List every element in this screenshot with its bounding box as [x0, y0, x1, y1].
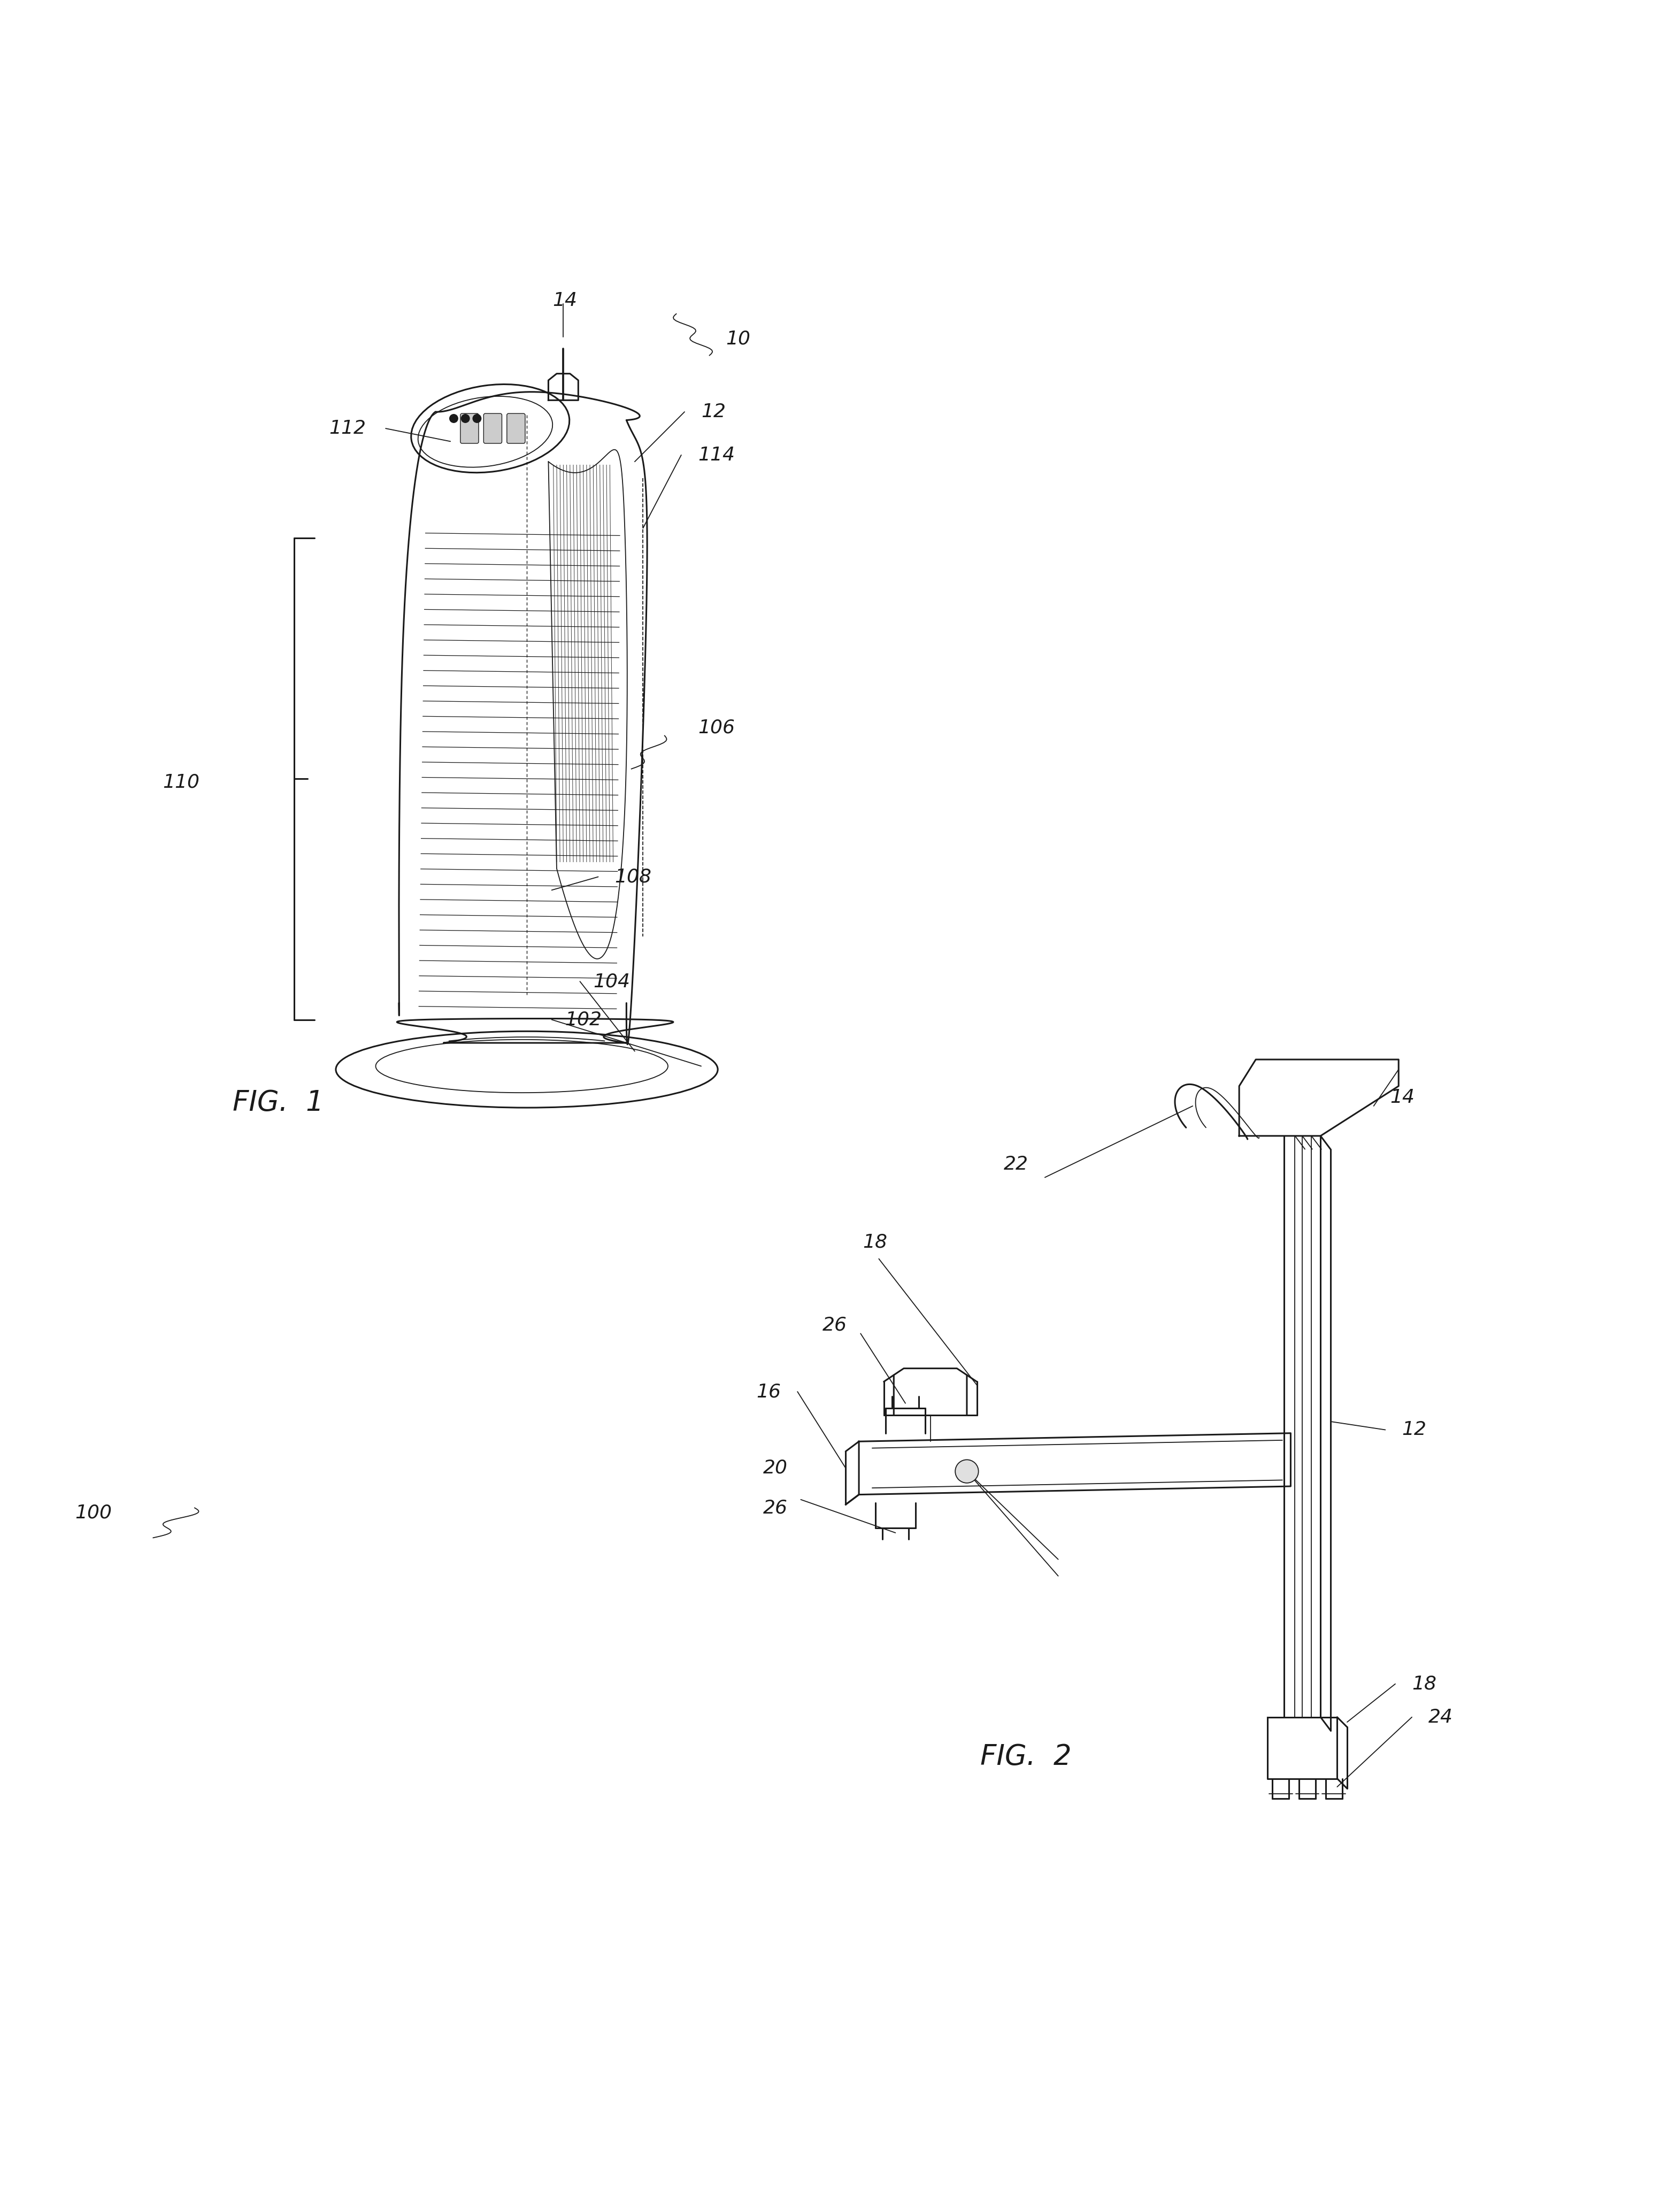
- Text: 104: 104: [594, 973, 631, 991]
- Text: FIG.  1: FIG. 1: [234, 1088, 324, 1117]
- Text: 100: 100: [75, 1504, 112, 1522]
- Text: 24: 24: [1428, 1708, 1453, 1725]
- Text: 102: 102: [565, 1011, 602, 1029]
- Text: 12: 12: [701, 403, 726, 420]
- Text: 106: 106: [697, 719, 734, 737]
- Circle shape: [956, 1460, 979, 1482]
- Text: 14: 14: [1391, 1088, 1414, 1106]
- FancyBboxPatch shape: [460, 414, 479, 442]
- Text: FIG.  2: FIG. 2: [981, 1743, 1071, 1772]
- Text: 18: 18: [862, 1232, 887, 1252]
- Text: 18: 18: [1411, 1674, 1436, 1692]
- FancyBboxPatch shape: [507, 414, 525, 442]
- Text: 20: 20: [762, 1460, 787, 1478]
- Circle shape: [460, 414, 469, 422]
- Text: 10: 10: [726, 330, 751, 347]
- Text: 112: 112: [329, 420, 365, 438]
- Circle shape: [450, 414, 459, 422]
- FancyBboxPatch shape: [484, 414, 502, 442]
- Text: 16: 16: [756, 1382, 781, 1400]
- Text: 108: 108: [615, 867, 652, 887]
- Text: 110: 110: [163, 772, 200, 792]
- Text: 26: 26: [822, 1316, 847, 1334]
- Text: 22: 22: [1004, 1155, 1027, 1172]
- Text: 14: 14: [552, 292, 577, 310]
- Text: 26: 26: [762, 1500, 787, 1517]
- Text: 12: 12: [1401, 1420, 1426, 1440]
- Text: 114: 114: [697, 447, 734, 465]
- Circle shape: [472, 414, 480, 422]
